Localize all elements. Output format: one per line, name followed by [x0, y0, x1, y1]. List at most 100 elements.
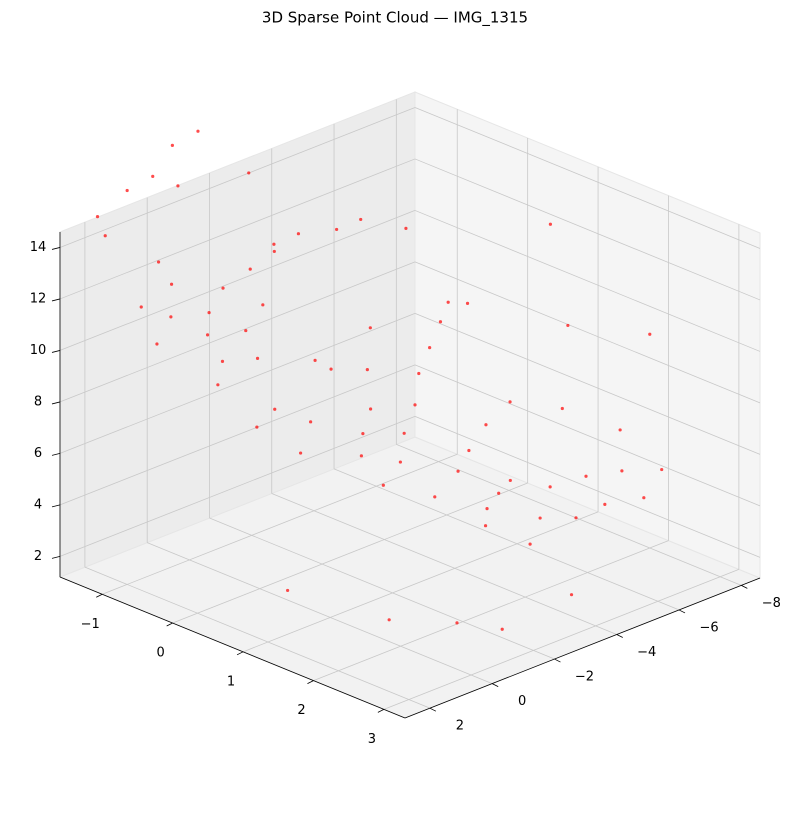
point — [433, 495, 437, 499]
z-tick-label: 14 — [30, 240, 47, 255]
point — [247, 171, 251, 175]
point — [417, 371, 421, 376]
point — [548, 485, 552, 489]
grid-line — [414, 261, 761, 404]
point — [387, 618, 391, 622]
point — [467, 448, 471, 453]
point — [361, 432, 365, 436]
point — [103, 234, 107, 238]
grid-line — [59, 416, 416, 557]
point — [309, 420, 313, 424]
point — [255, 425, 259, 429]
grid-line — [102, 453, 458, 595]
point — [484, 423, 488, 427]
axis-line — [404, 577, 761, 719]
point — [125, 188, 129, 193]
point — [402, 431, 406, 435]
grid-line — [172, 482, 528, 624]
point — [660, 467, 664, 472]
tick-mark — [492, 683, 499, 687]
grid-line — [59, 210, 416, 351]
point — [538, 516, 542, 520]
point — [359, 454, 363, 458]
tick-mark — [429, 707, 437, 712]
point — [296, 232, 301, 236]
z-tick-label: 12 — [30, 291, 47, 306]
point — [428, 346, 432, 350]
point — [548, 222, 553, 226]
point — [404, 226, 408, 230]
point — [497, 491, 501, 495]
point — [156, 260, 161, 264]
tick-mark — [307, 680, 314, 684]
point — [220, 359, 225, 363]
point — [329, 367, 333, 371]
point — [574, 516, 578, 520]
point — [151, 174, 155, 178]
point — [438, 320, 443, 324]
z-tick-label: 8 — [34, 394, 42, 409]
point — [365, 368, 369, 372]
point — [569, 593, 574, 597]
point — [169, 315, 173, 319]
point — [261, 303, 265, 307]
tick-mark — [616, 634, 623, 638]
tick-mark — [51, 350, 61, 353]
point — [205, 333, 210, 337]
point — [398, 460, 402, 464]
point — [566, 323, 570, 328]
grid-line — [84, 566, 431, 709]
grid-line — [59, 261, 416, 403]
point — [508, 478, 512, 483]
point — [456, 469, 460, 473]
point — [368, 326, 372, 330]
z-tick-label: 4 — [34, 497, 42, 512]
point — [196, 129, 200, 133]
tick-mark — [678, 609, 686, 614]
point — [500, 627, 504, 631]
z-tick-label: 6 — [34, 446, 42, 461]
x-tick-label: 0 — [518, 694, 526, 709]
grid-line — [396, 443, 742, 586]
grid-line — [414, 416, 761, 558]
point — [244, 328, 248, 333]
point — [299, 451, 303, 455]
point — [618, 428, 622, 432]
point — [207, 311, 211, 315]
point — [95, 215, 100, 219]
point — [248, 267, 252, 271]
point — [455, 621, 459, 625]
grid-line — [313, 540, 669, 681]
point — [381, 483, 385, 487]
z-tick-label: 10 — [30, 343, 47, 358]
tick-mark — [741, 585, 748, 589]
grid-line — [59, 313, 416, 454]
grid-line — [414, 364, 761, 507]
point — [528, 542, 532, 546]
grid-line — [333, 468, 680, 611]
point — [648, 332, 652, 336]
tick-mark — [96, 593, 103, 598]
point — [642, 496, 646, 500]
grid-line — [414, 313, 761, 455]
y-tick-label: −1 — [81, 617, 100, 632]
point — [560, 406, 564, 411]
tick-mark — [51, 247, 61, 250]
tick-mark — [554, 658, 561, 663]
axis-line — [59, 576, 406, 719]
point — [272, 242, 276, 246]
point — [255, 356, 260, 360]
point — [335, 227, 339, 232]
point — [485, 507, 489, 511]
point — [139, 305, 143, 309]
point — [359, 217, 363, 222]
grid-line — [414, 210, 761, 352]
tick-mark — [377, 709, 385, 713]
y-tick-label: 1 — [227, 674, 235, 689]
point — [603, 502, 607, 506]
point — [508, 400, 512, 404]
tick-mark — [51, 556, 61, 559]
point — [483, 524, 488, 528]
point — [169, 282, 174, 286]
x-tick-label: −4 — [637, 645, 656, 660]
